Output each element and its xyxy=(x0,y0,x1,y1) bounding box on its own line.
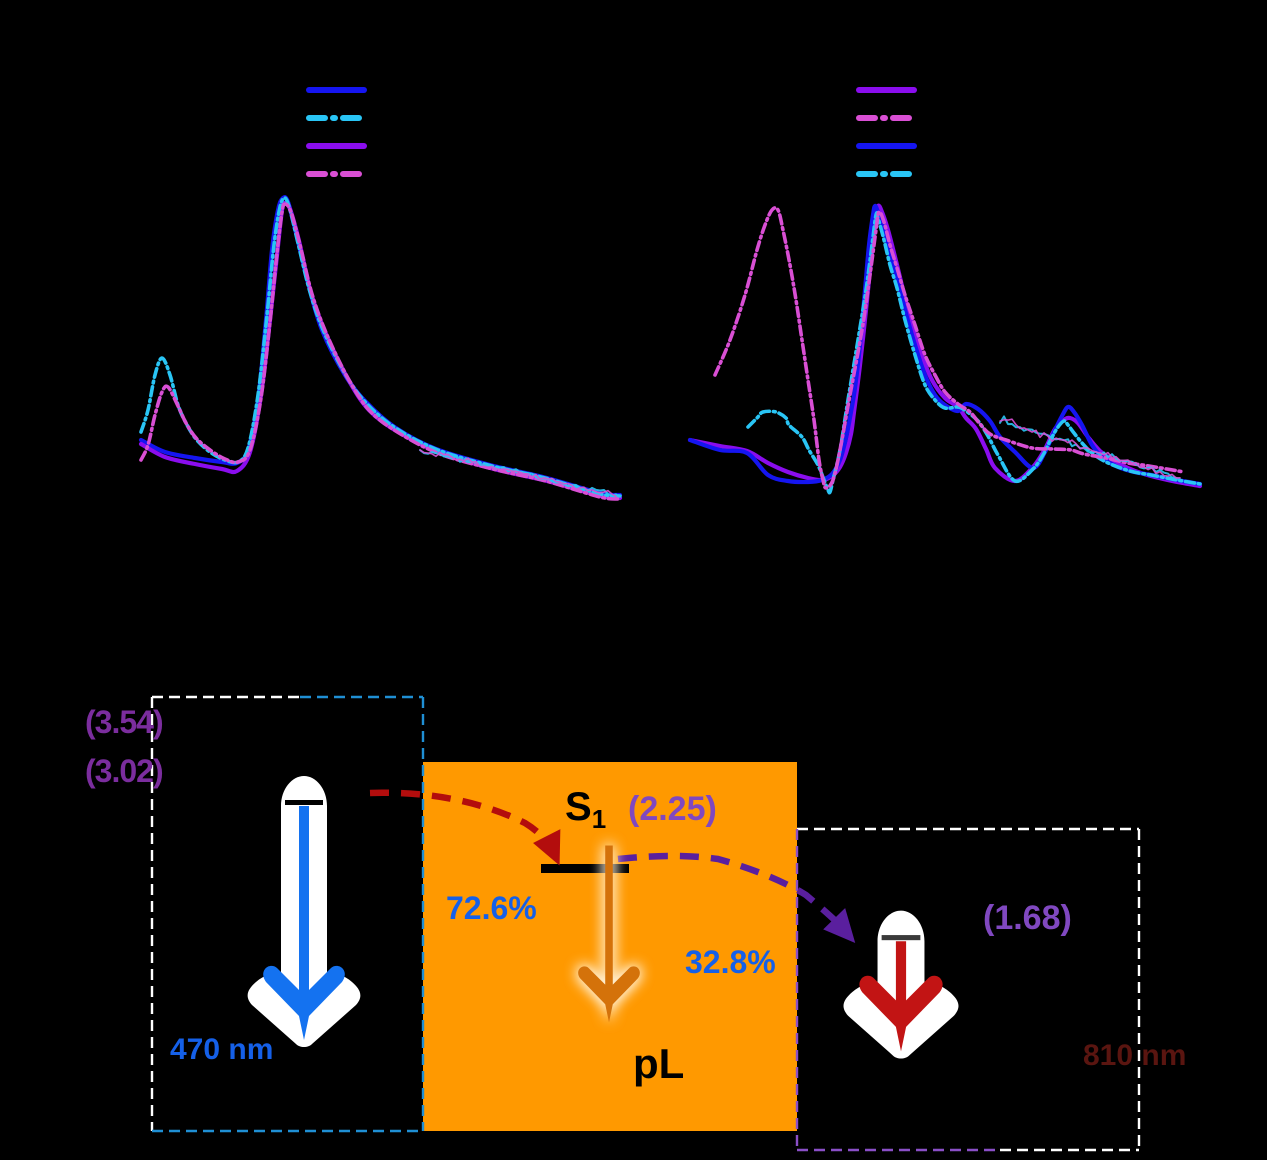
svg-text:72.6%: 72.6% xyxy=(446,890,537,926)
svg-text:(1.68): (1.68) xyxy=(983,899,1072,937)
svg-text:pL: pL xyxy=(633,1040,684,1087)
svg-text:470 nm: 470 nm xyxy=(170,1033,273,1066)
svg-text:(3.54): (3.54) xyxy=(85,704,163,740)
svg-text:(3.02): (3.02) xyxy=(85,753,163,789)
svg-text:32.8%: 32.8% xyxy=(685,944,776,980)
svg-text:810 nm: 810 nm xyxy=(1083,1039,1186,1072)
svg-text:(2.25): (2.25) xyxy=(628,790,717,828)
